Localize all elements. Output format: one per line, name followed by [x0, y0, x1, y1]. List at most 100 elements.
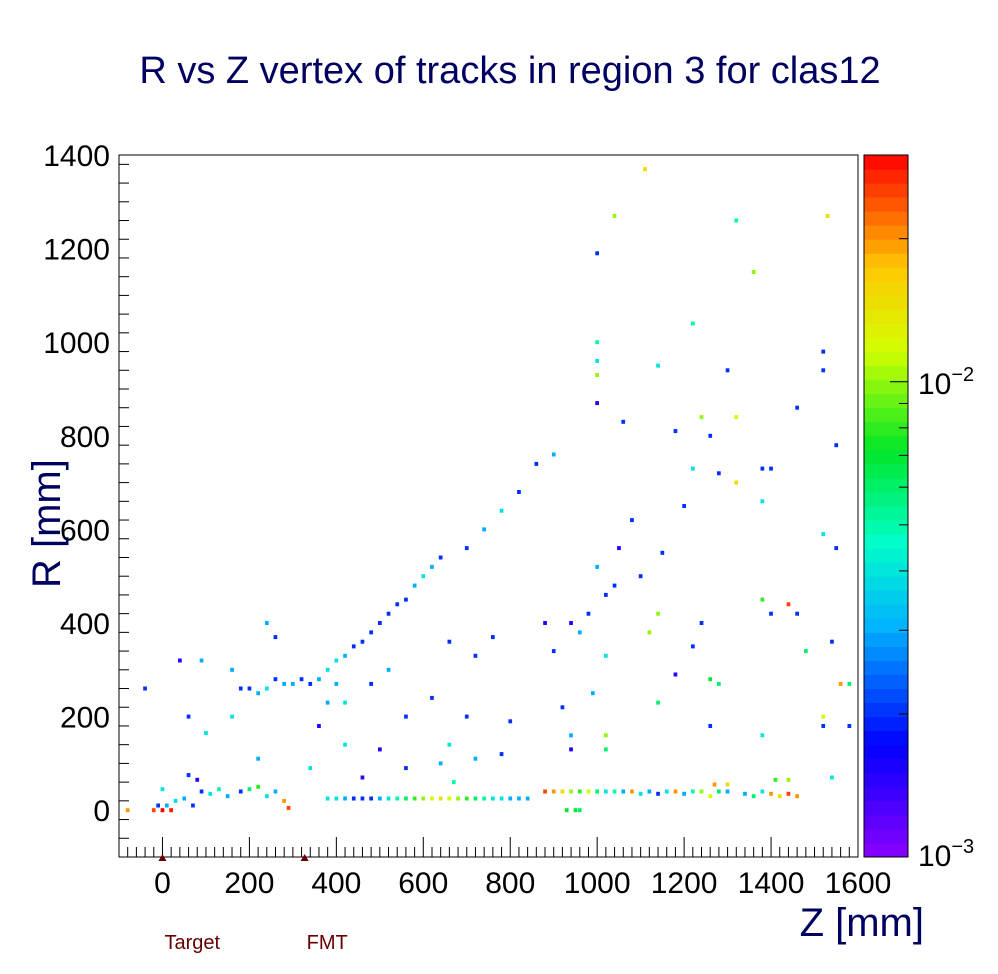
- heatmap-bin: [125, 808, 130, 813]
- heatmap-bin: [386, 611, 391, 616]
- heatmap-bin: [612, 789, 617, 794]
- heatmap-bin: [821, 349, 826, 354]
- heatmap-bin: [595, 789, 599, 794]
- heatmap-bin: [534, 461, 539, 466]
- heatmap-bin: [412, 583, 417, 588]
- heatmap-bin: [647, 630, 652, 635]
- color-scale-segment: [864, 744, 908, 760]
- heatmap-bin: [256, 784, 260, 789]
- color-scale-segment: [864, 618, 908, 633]
- color-scale-segment: [864, 351, 908, 367]
- heatmap-bin: [308, 681, 313, 686]
- heatmap-bin: [404, 796, 408, 801]
- heatmap-bin: [438, 555, 443, 560]
- heatmap-bin: [743, 791, 747, 796]
- heatmap-bin: [456, 796, 460, 801]
- heatmap-bin: [825, 213, 830, 218]
- color-scale-label: 10−2: [918, 364, 974, 401]
- heatmap-bin: [430, 564, 434, 569]
- heatmap-bin: [282, 798, 286, 803]
- heatmap-bin: [569, 621, 573, 625]
- heatmap-bin: [412, 796, 417, 801]
- heatmap-bin: [734, 218, 739, 223]
- heatmap-bin: [325, 700, 330, 705]
- color-scale-segment: [864, 562, 908, 577]
- heatmap-bin: [560, 789, 565, 794]
- heatmap-bin: [691, 321, 695, 326]
- heatmap-bin: [447, 639, 452, 644]
- heatmap-bin: [464, 546, 469, 551]
- heatmap-bin: [638, 791, 643, 796]
- heatmap-bin: [225, 794, 230, 799]
- heatmap-bin: [569, 789, 573, 794]
- heatmap-bin: [769, 611, 773, 616]
- color-scale-segment: [864, 716, 908, 732]
- color-scale-segment: [864, 379, 908, 395]
- color-scale-segment: [864, 506, 908, 521]
- heatmap-bin: [604, 789, 608, 794]
- heatmap-bin: [586, 789, 591, 794]
- heatmap-bin: [191, 803, 195, 808]
- heatmap-bin: [334, 658, 339, 663]
- heatmap-bin: [577, 630, 582, 635]
- color-scale-segment: [864, 590, 908, 605]
- color-scale-segment: [864, 239, 908, 254]
- x-axis-label: Z [mm]: [800, 901, 924, 945]
- color-scale-segment: [864, 660, 908, 675]
- heatmap-bin: [734, 480, 739, 485]
- heatmap-bin: [447, 796, 452, 801]
- heatmap-bin: [464, 714, 469, 719]
- heatmap-bin: [360, 639, 365, 644]
- heatmap-bin: [786, 602, 791, 607]
- color-scale-segment: [864, 197, 908, 212]
- heatmap-bin: [395, 602, 400, 607]
- heatmap-bin: [673, 789, 678, 794]
- color-scale-segment: [864, 688, 908, 704]
- x-tick-label: 200: [224, 867, 274, 900]
- heatmap-bin: [273, 789, 278, 794]
- heatmap-bin: [708, 433, 713, 438]
- heatmap-bin: [334, 681, 339, 686]
- heatmap-bin: [343, 653, 347, 658]
- heatmap-bin: [595, 401, 599, 406]
- y-tick-label: 200: [60, 702, 110, 735]
- heatmap-bin: [430, 796, 434, 801]
- heatmap-bin: [795, 405, 799, 410]
- heatmap-bin: [351, 644, 356, 649]
- heatmap-bin: [282, 681, 286, 686]
- color-scale-segment: [864, 155, 908, 170]
- plot-frame: [118, 154, 859, 858]
- color-scale-segment: [864, 674, 908, 690]
- color-scale-segment: [864, 281, 908, 296]
- heatmap-bin: [630, 518, 634, 523]
- heatmap-bin: [604, 592, 608, 597]
- heatmap-bin: [660, 550, 665, 555]
- heatmap-bin: [564, 808, 569, 813]
- heatmap-bin: [569, 733, 573, 738]
- heatmap-bin: [265, 686, 269, 691]
- color-scale-segment: [864, 786, 908, 802]
- heatmap-bin: [421, 796, 426, 801]
- y-tick-label: 0: [93, 795, 110, 828]
- heatmap-bin: [204, 731, 208, 735]
- heatmap-bin: [291, 681, 295, 686]
- heatmap-bin: [421, 574, 426, 579]
- heatmap-bin: [308, 766, 313, 771]
- heatmap-bin: [786, 791, 791, 796]
- color-scale-segment: [864, 309, 908, 324]
- heatmap-bin: [256, 756, 260, 761]
- heatmap-bin: [199, 789, 204, 794]
- color-scale-segment: [864, 323, 908, 339]
- heatmap-bin: [656, 611, 660, 616]
- color-scale: 10−2 10−3: [863, 154, 974, 873]
- x-tick-label: 800: [485, 867, 535, 900]
- heatmap-bin: [708, 794, 713, 799]
- color-scale-segment: [864, 772, 908, 788]
- color-scale-segment: [864, 604, 908, 619]
- color-scale-label: 10−3: [918, 836, 974, 873]
- heatmap-bin: [751, 270, 756, 274]
- color-scale-segment: [864, 800, 908, 816]
- heatmap-bin: [560, 705, 565, 710]
- heatmap-bin: [543, 789, 547, 794]
- heatmap-bin: [712, 782, 717, 787]
